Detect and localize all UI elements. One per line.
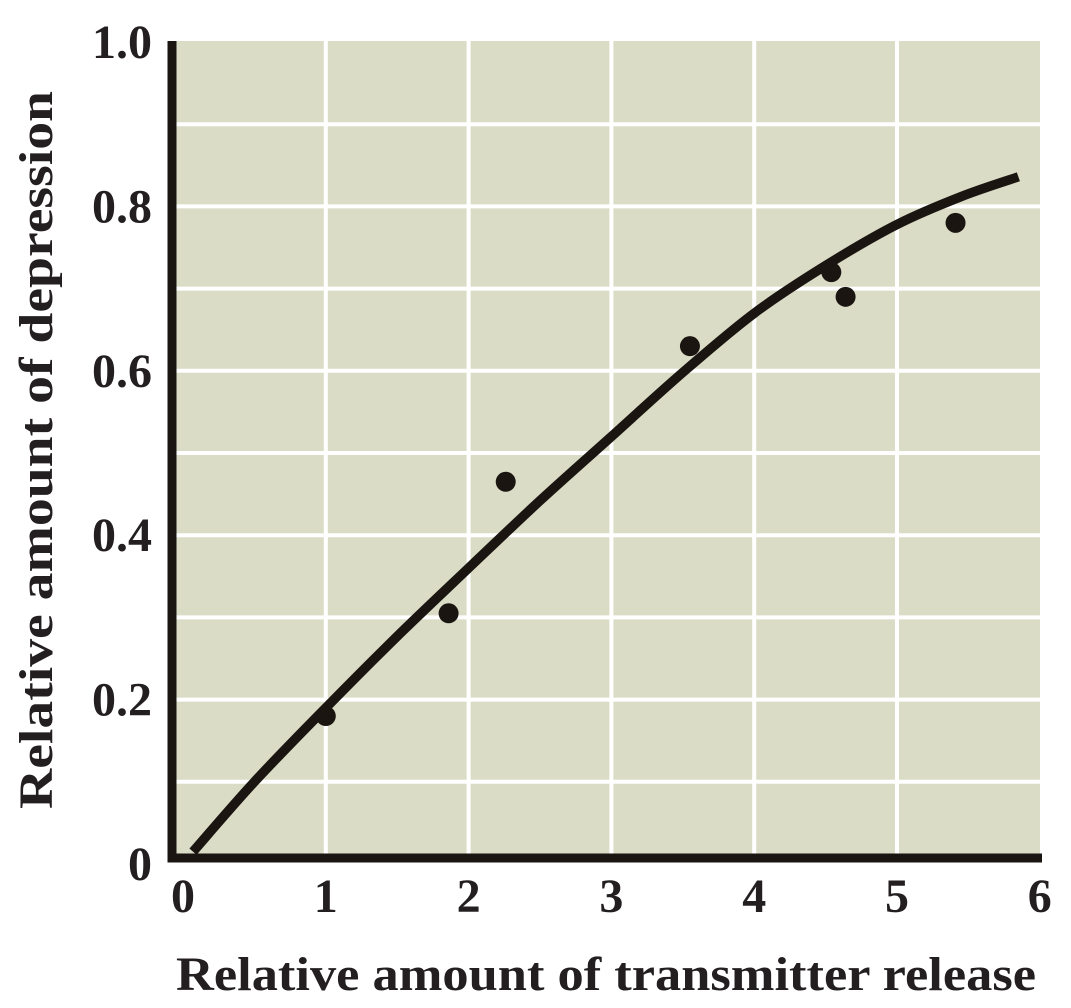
x-tick-label: 2 [457,870,481,923]
data-point [679,336,700,357]
data-point [315,706,336,727]
x-tick-label: 1 [314,870,338,923]
x-tick-label: 6 [1028,870,1052,923]
y-tick-label: 1.0 [92,16,152,69]
y-tick-label: 0.2 [92,674,152,727]
x-tick-label: 0 [171,870,195,923]
data-point [438,603,459,624]
y-tick-label: 0 [128,838,152,891]
x-tick-labels: 0 1 2 3 4 5 6 [171,870,1052,923]
x-tick-label: 4 [742,870,766,923]
gridlines [172,41,1040,858]
x-axis-title: Relative amount of transmitter release [176,948,1036,1001]
y-tick-label: 0.8 [92,180,152,233]
x-tick-label: 3 [599,870,623,923]
x-tick-label: 5 [885,870,909,923]
data-point [945,212,966,233]
y-axis-title: Relative amount of depression [10,91,63,809]
data-point [821,262,842,283]
data-point [495,471,516,492]
y-tick-label: 0.4 [92,509,152,562]
y-tick-labels: 1.0 0.8 0.6 0.4 0.2 0 [92,16,152,891]
y-tick-label: 0.6 [92,345,152,398]
data-point [835,286,856,307]
data-points [315,212,966,727]
